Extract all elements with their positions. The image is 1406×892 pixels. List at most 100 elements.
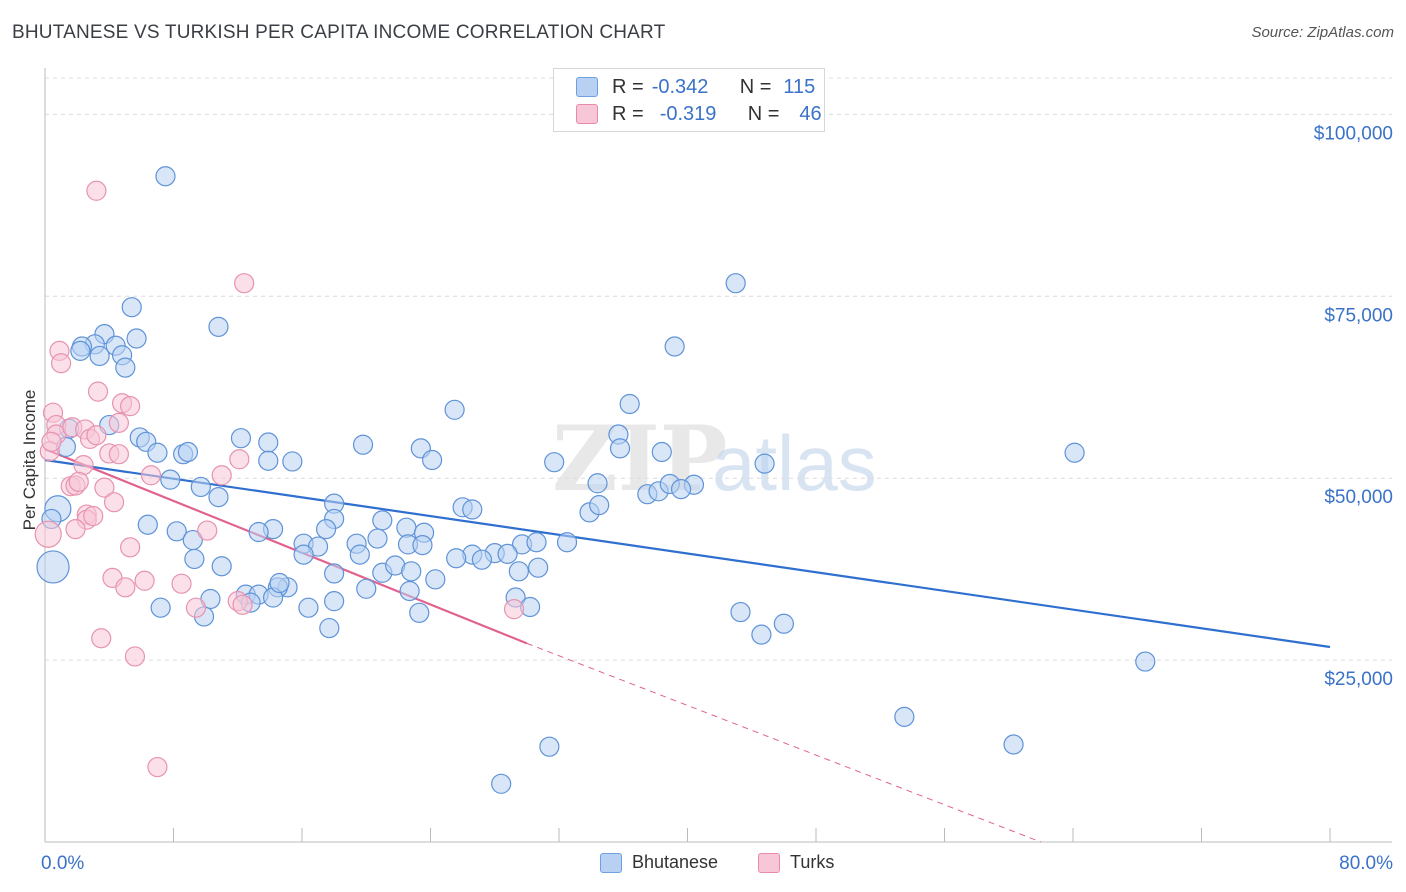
turks-point <box>86 425 107 446</box>
series-legend: Bhutanese Turks <box>0 852 1406 876</box>
turks-point <box>171 573 192 594</box>
turks-point <box>50 353 72 374</box>
bhutanese-point <box>315 519 337 540</box>
bhutanese-point <box>508 561 529 582</box>
bhutanese-point <box>544 452 565 473</box>
legend-r-label: R = <box>612 75 644 98</box>
bhutanese-point <box>70 340 91 361</box>
bhutanese-point <box>248 521 269 543</box>
bhutanese-point <box>319 617 340 639</box>
turks-point <box>103 492 125 513</box>
series-legend-bhutanese[interactable]: Bhutanese <box>600 852 718 873</box>
turks-point <box>134 570 155 591</box>
turks-point <box>86 180 107 201</box>
bhutanese-point <box>471 549 492 570</box>
bhutanese-point <box>155 166 176 187</box>
x-tick-label: 80.0% <box>1339 853 1393 874</box>
bhutanese-point <box>147 442 168 463</box>
bhutanese-point <box>725 273 746 294</box>
legend-r-value: -0.342 <box>651 75 709 98</box>
bhutanese-point <box>444 399 465 420</box>
series-legend-label: Bhutanese <box>632 852 719 872</box>
bhutanese-point <box>258 432 279 453</box>
legend-r-label: R = <box>612 102 644 125</box>
bhutanese-point <box>412 535 433 556</box>
bhutanese-point <box>619 393 640 415</box>
legend-swatch-turks <box>576 104 598 124</box>
bhutanese-point <box>730 601 751 623</box>
bhutanese-point <box>184 548 205 570</box>
bhutanese-point <box>208 316 229 337</box>
bhutanese-point <box>754 453 775 474</box>
legend-row-turks: R = -0.319 N = 46 <box>576 102 822 126</box>
series-legend-turks[interactable]: Turks <box>758 852 834 873</box>
turks-point <box>34 520 62 548</box>
source-label: Source: ZipAtlas.com <box>1251 24 1394 41</box>
turks-point <box>115 577 136 598</box>
bhutanese-point <box>894 706 915 727</box>
trend-lines <box>44 448 1331 843</box>
turks-point <box>68 471 89 492</box>
turks-point <box>120 537 141 558</box>
turks-point <box>229 449 250 470</box>
turks-point <box>185 597 207 618</box>
legend-row-bhutanese: R = -0.342 N = 115 <box>576 75 815 99</box>
turks-point <box>232 594 253 615</box>
bhutanese-point <box>324 591 345 612</box>
bhutanese-point <box>396 517 417 538</box>
bhutanese-point <box>664 336 685 357</box>
series-swatch-turks <box>758 852 780 873</box>
bhutanese-point <box>89 345 110 367</box>
bhutanese-point <box>491 773 512 794</box>
bhutanese-point <box>160 469 181 490</box>
bhutanese-point <box>137 514 158 535</box>
bhutanese-point <box>150 597 171 618</box>
turks-point <box>91 628 112 649</box>
bhutanese-point <box>230 428 252 449</box>
bhutanese-point <box>324 563 345 584</box>
turks-point <box>140 465 162 486</box>
legend-n-label: N = <box>739 75 772 98</box>
turks-point <box>503 599 525 620</box>
bhutanese-point <box>367 528 388 549</box>
bhutanese-point <box>36 550 70 584</box>
bhutanese-point <box>425 569 446 590</box>
legend-n-value: 46 <box>799 102 822 125</box>
bhutanese-point <box>526 532 547 553</box>
bhutanese-point <box>589 495 610 516</box>
turks-point <box>108 444 129 465</box>
bhutanese-trend-line <box>44 458 1331 649</box>
bhutanese-point <box>372 510 393 531</box>
bhutanese-point <box>1135 651 1156 672</box>
watermark-atlas: atlas <box>712 419 877 507</box>
bhutanese-point <box>399 580 420 602</box>
bhutanese-point <box>773 613 794 634</box>
bhutanese-point <box>349 544 370 565</box>
bhutanese-point <box>462 499 483 520</box>
turks-point <box>120 396 141 417</box>
bhutanese-point <box>258 450 279 471</box>
turks-point <box>197 520 218 541</box>
series-swatch-bhutanese <box>600 852 622 873</box>
bhutanese-point <box>356 578 377 599</box>
bhutanese-point <box>211 556 232 577</box>
y-tick-label: $50,000 <box>1324 487 1393 508</box>
bhutanese-point <box>401 561 422 582</box>
bhutanese-point <box>177 441 199 463</box>
bhutanese-point <box>1064 442 1085 463</box>
x-tick-label: 0.0% <box>41 853 84 874</box>
turks-point <box>65 519 86 540</box>
turks-trend-extension <box>526 642 1042 843</box>
bhutanese-point <box>115 357 136 378</box>
bhutanese-point <box>446 548 467 569</box>
bhutanese-point <box>497 543 518 564</box>
turks-point <box>124 646 146 667</box>
legend-r-value: -0.319 <box>659 102 717 125</box>
bhutanese-point <box>121 297 142 318</box>
legend-n-label: N = <box>747 102 780 125</box>
bhutanese-point <box>539 736 560 757</box>
legend-n-value: 115 <box>783 75 816 98</box>
bhutanese-point <box>352 434 374 455</box>
y-tick-label: $100,000 <box>1314 123 1393 144</box>
turks-point <box>41 431 62 452</box>
